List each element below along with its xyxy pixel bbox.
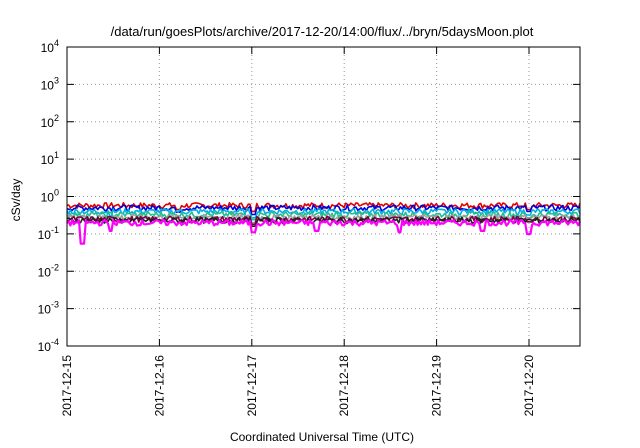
grid (67, 47, 580, 346)
y-tick-label: 102 (41, 113, 59, 130)
y-tick-label: 10-2 (38, 262, 59, 279)
y-tick-label: 104 (41, 38, 59, 55)
x-tick-label: 2017-12-16 (152, 355, 166, 417)
x-tick-label: 2017-12-19 (430, 355, 444, 417)
series-line-7 (66, 216, 581, 227)
y-tick-labels: 10-4 10-3 10-2 10-1 100 101 102 103 104 (38, 38, 59, 354)
x-tick-label: 2017-12-18 (337, 355, 351, 417)
ticks (66, 46, 580, 347)
series-line-6 (66, 215, 581, 226)
y-axis-label: cSv/day (9, 179, 23, 222)
x-tick-label: 2017-12-20 (522, 355, 536, 417)
x-tick-label: 2017-12-17 (245, 355, 259, 417)
y-tick-label: 101 (41, 150, 59, 167)
y-tick-label: 10-1 (38, 225, 59, 242)
series-line-2 (66, 204, 581, 216)
series-layer (66, 202, 582, 245)
y-tick-label: 100 (41, 188, 59, 205)
series-line-8 (66, 219, 582, 245)
x-tick-labels: 2017-12-15 2017-12-16 2017-12-17 2017-12-18… (60, 355, 536, 417)
series-line-3 (66, 208, 581, 219)
y-tick-label: 103 (41, 75, 59, 92)
series-line-4 (66, 211, 581, 221)
y-tick-label: 10-4 (38, 337, 59, 354)
y-tick-label: 10-3 (38, 300, 59, 317)
chart-title: /data/run/goesPlots/archive/2017-12-20/1… (111, 24, 534, 39)
x-tick-label: 2017-12-15 (60, 355, 74, 417)
x-axis-label: Coordinated Universal Time (UTC) (230, 430, 414, 444)
